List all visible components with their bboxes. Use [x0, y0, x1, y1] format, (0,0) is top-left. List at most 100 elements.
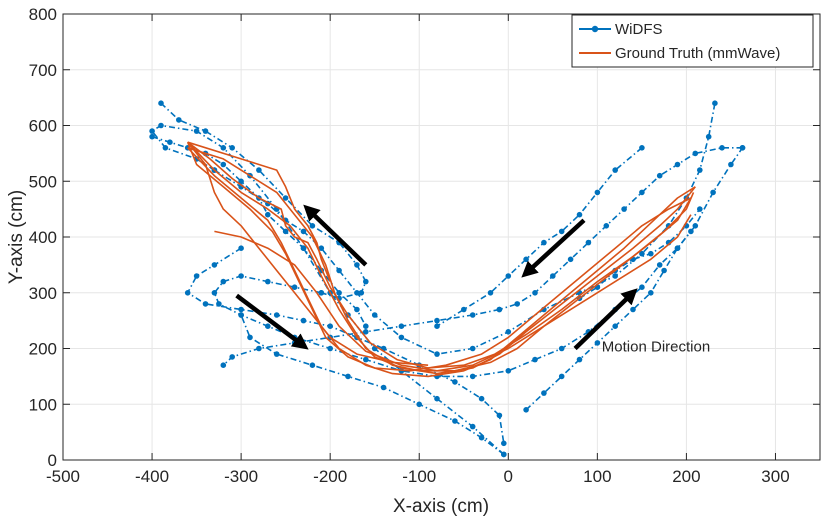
widfs-point: [523, 256, 529, 263]
widfs-point: [434, 351, 440, 357]
widfs-point: [300, 245, 307, 251]
widfs-point: [656, 172, 663, 179]
motion-arrow: [235, 293, 309, 350]
widfs-path: [499, 147, 743, 311]
widfs-point: [363, 356, 369, 363]
widfs-point: [193, 128, 200, 134]
series-ground-truth: [186, 141, 696, 378]
ground-truth-path: [187, 141, 331, 282]
widfs-point: [220, 362, 227, 369]
widfs-point: [639, 284, 645, 291]
widfs-point: [282, 228, 289, 235]
widfs-point: [309, 362, 316, 369]
widfs-point: [496, 412, 503, 419]
y-axis-label: Y-axis (cm): [6, 190, 27, 284]
widfs-point: [621, 206, 627, 212]
widfs-point: [354, 306, 360, 313]
widfs-point: [265, 323, 271, 330]
ground-truth-path: [187, 147, 692, 372]
ground-truth-path: [187, 147, 696, 378]
widfs-point: [612, 323, 618, 330]
motion-direction-label: Motion Direction: [602, 338, 710, 355]
ground-truth-path: [187, 141, 429, 366]
widfs-point: [478, 434, 485, 441]
x-tick-label: 200: [672, 467, 700, 486]
widfs-point: [739, 145, 746, 151]
widfs-point: [167, 139, 173, 145]
widfs-point: [238, 245, 244, 251]
widfs-point: [318, 290, 325, 296]
widfs-point: [505, 368, 512, 374]
widfs-point: [630, 306, 636, 313]
widfs-point: [532, 356, 538, 363]
y-tick-label: 600: [29, 117, 57, 136]
widfs-point: [719, 145, 725, 151]
widfs-point: [692, 223, 699, 229]
widfs-point: [380, 384, 387, 391]
widfs-point: [501, 440, 507, 447]
widfs-point: [558, 228, 565, 235]
widfs-point: [358, 290, 365, 296]
widfs-point: [541, 390, 547, 396]
motion-arrow: [303, 204, 368, 267]
y-tick-label: 0: [48, 451, 57, 470]
legend: WiDFS Ground Truth (mmWave): [571, 14, 814, 68]
x-axis-label: X-axis (cm): [393, 496, 489, 517]
widfs-point: [550, 273, 556, 279]
widfs-point: [336, 267, 342, 274]
widfs-point: [478, 395, 485, 402]
widfs-point: [487, 290, 494, 296]
widfs-point: [505, 273, 512, 279]
legend-widfs-label: WiDFS: [615, 21, 663, 38]
widfs-point: [256, 167, 262, 173]
x-tick-label: -400: [135, 467, 169, 486]
widfs-point: [184, 290, 191, 296]
widfs-point: [594, 340, 601, 346]
widfs-point: [674, 245, 681, 251]
x-tick-label: 0: [504, 467, 513, 486]
widfs-point: [514, 301, 520, 307]
widfs-point: [612, 273, 618, 279]
widfs-point: [697, 167, 703, 173]
series-layer: [149, 100, 746, 458]
widfs-point: [336, 290, 342, 296]
widfs-point: [363, 323, 369, 330]
widfs-point: [661, 267, 667, 274]
y-tick-label: 200: [29, 340, 57, 359]
widfs-path: [240, 314, 505, 456]
widfs-point: [648, 250, 654, 257]
widfs-point: [193, 273, 200, 279]
widfs-point: [229, 145, 235, 151]
x-tick-label: -300: [224, 467, 258, 486]
widfs-point: [149, 128, 155, 134]
legend-widfs-marker: [591, 25, 599, 33]
widfs-point: [705, 133, 712, 140]
widfs-point: [238, 273, 244, 279]
widfs-point: [211, 262, 218, 268]
widfs-point: [576, 211, 583, 218]
widfs-point: [220, 161, 227, 168]
widfs-path: [186, 247, 505, 444]
annotation-layer: Motion Direction: [235, 204, 710, 355]
widfs-point: [363, 278, 369, 285]
widfs-point: [692, 150, 699, 157]
y-tick-label: 800: [29, 5, 57, 24]
widfs-point: [273, 351, 280, 357]
widfs-path: [213, 103, 716, 355]
widfs-point: [452, 418, 458, 424]
widfs-point: [371, 312, 378, 318]
y-tick-label: 100: [29, 395, 57, 414]
widfs-point: [300, 317, 307, 324]
widfs-point: [220, 145, 227, 151]
widfs-point: [639, 250, 645, 257]
tick-layer: -500 -400 -300 -200 -100 0 100 200 300 0 100 200 300…: [29, 5, 820, 486]
widfs-point: [656, 262, 663, 268]
widfs-point: [594, 189, 601, 196]
legend-ground-truth-label: Ground Truth (mmWave): [615, 45, 780, 62]
x-tick-label: -500: [46, 467, 80, 486]
widfs-point: [327, 323, 334, 330]
y-tick-label: 400: [29, 228, 57, 247]
x-tick-label: -200: [313, 467, 347, 486]
widfs-point: [639, 145, 645, 151]
